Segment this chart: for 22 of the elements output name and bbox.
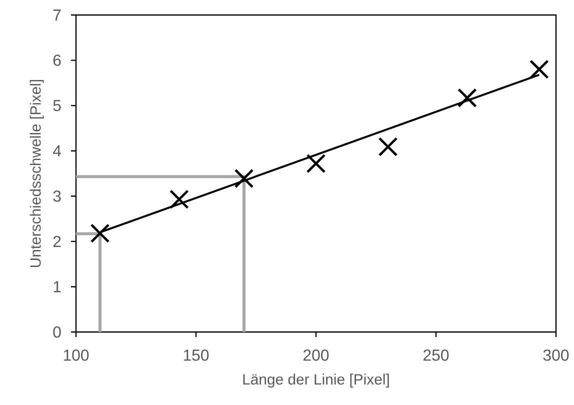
x-tick-label: 250 <box>424 350 449 361</box>
y-tick-label: 1 <box>54 281 61 292</box>
point <box>378 137 398 156</box>
point <box>530 60 549 80</box>
x-tick-label: 200 <box>304 350 329 361</box>
point <box>170 190 189 209</box>
point <box>458 88 477 108</box>
x-tick-label: 150 <box>184 350 209 361</box>
y-axis-title: Unterschiedsschwelle [Pixel] <box>30 80 44 268</box>
y-tick-label: 7 <box>53 10 61 20</box>
y-tick-label: 0 <box>53 326 61 338</box>
y-tick-label: 5 <box>53 100 61 112</box>
point <box>234 168 254 188</box>
point <box>306 154 326 174</box>
x-tick-label: 100 <box>64 350 89 361</box>
y-tick-label: 4 <box>52 145 62 156</box>
x-tick-label: 300 <box>543 350 569 361</box>
x-axis-title: Länge der Linie [Pixel] <box>243 374 389 388</box>
point <box>90 224 110 243</box>
y-tick-label: 2 <box>53 236 61 247</box>
y-tick-label: 6 <box>53 54 61 66</box>
y-tick-label: 3 <box>53 190 61 202</box>
